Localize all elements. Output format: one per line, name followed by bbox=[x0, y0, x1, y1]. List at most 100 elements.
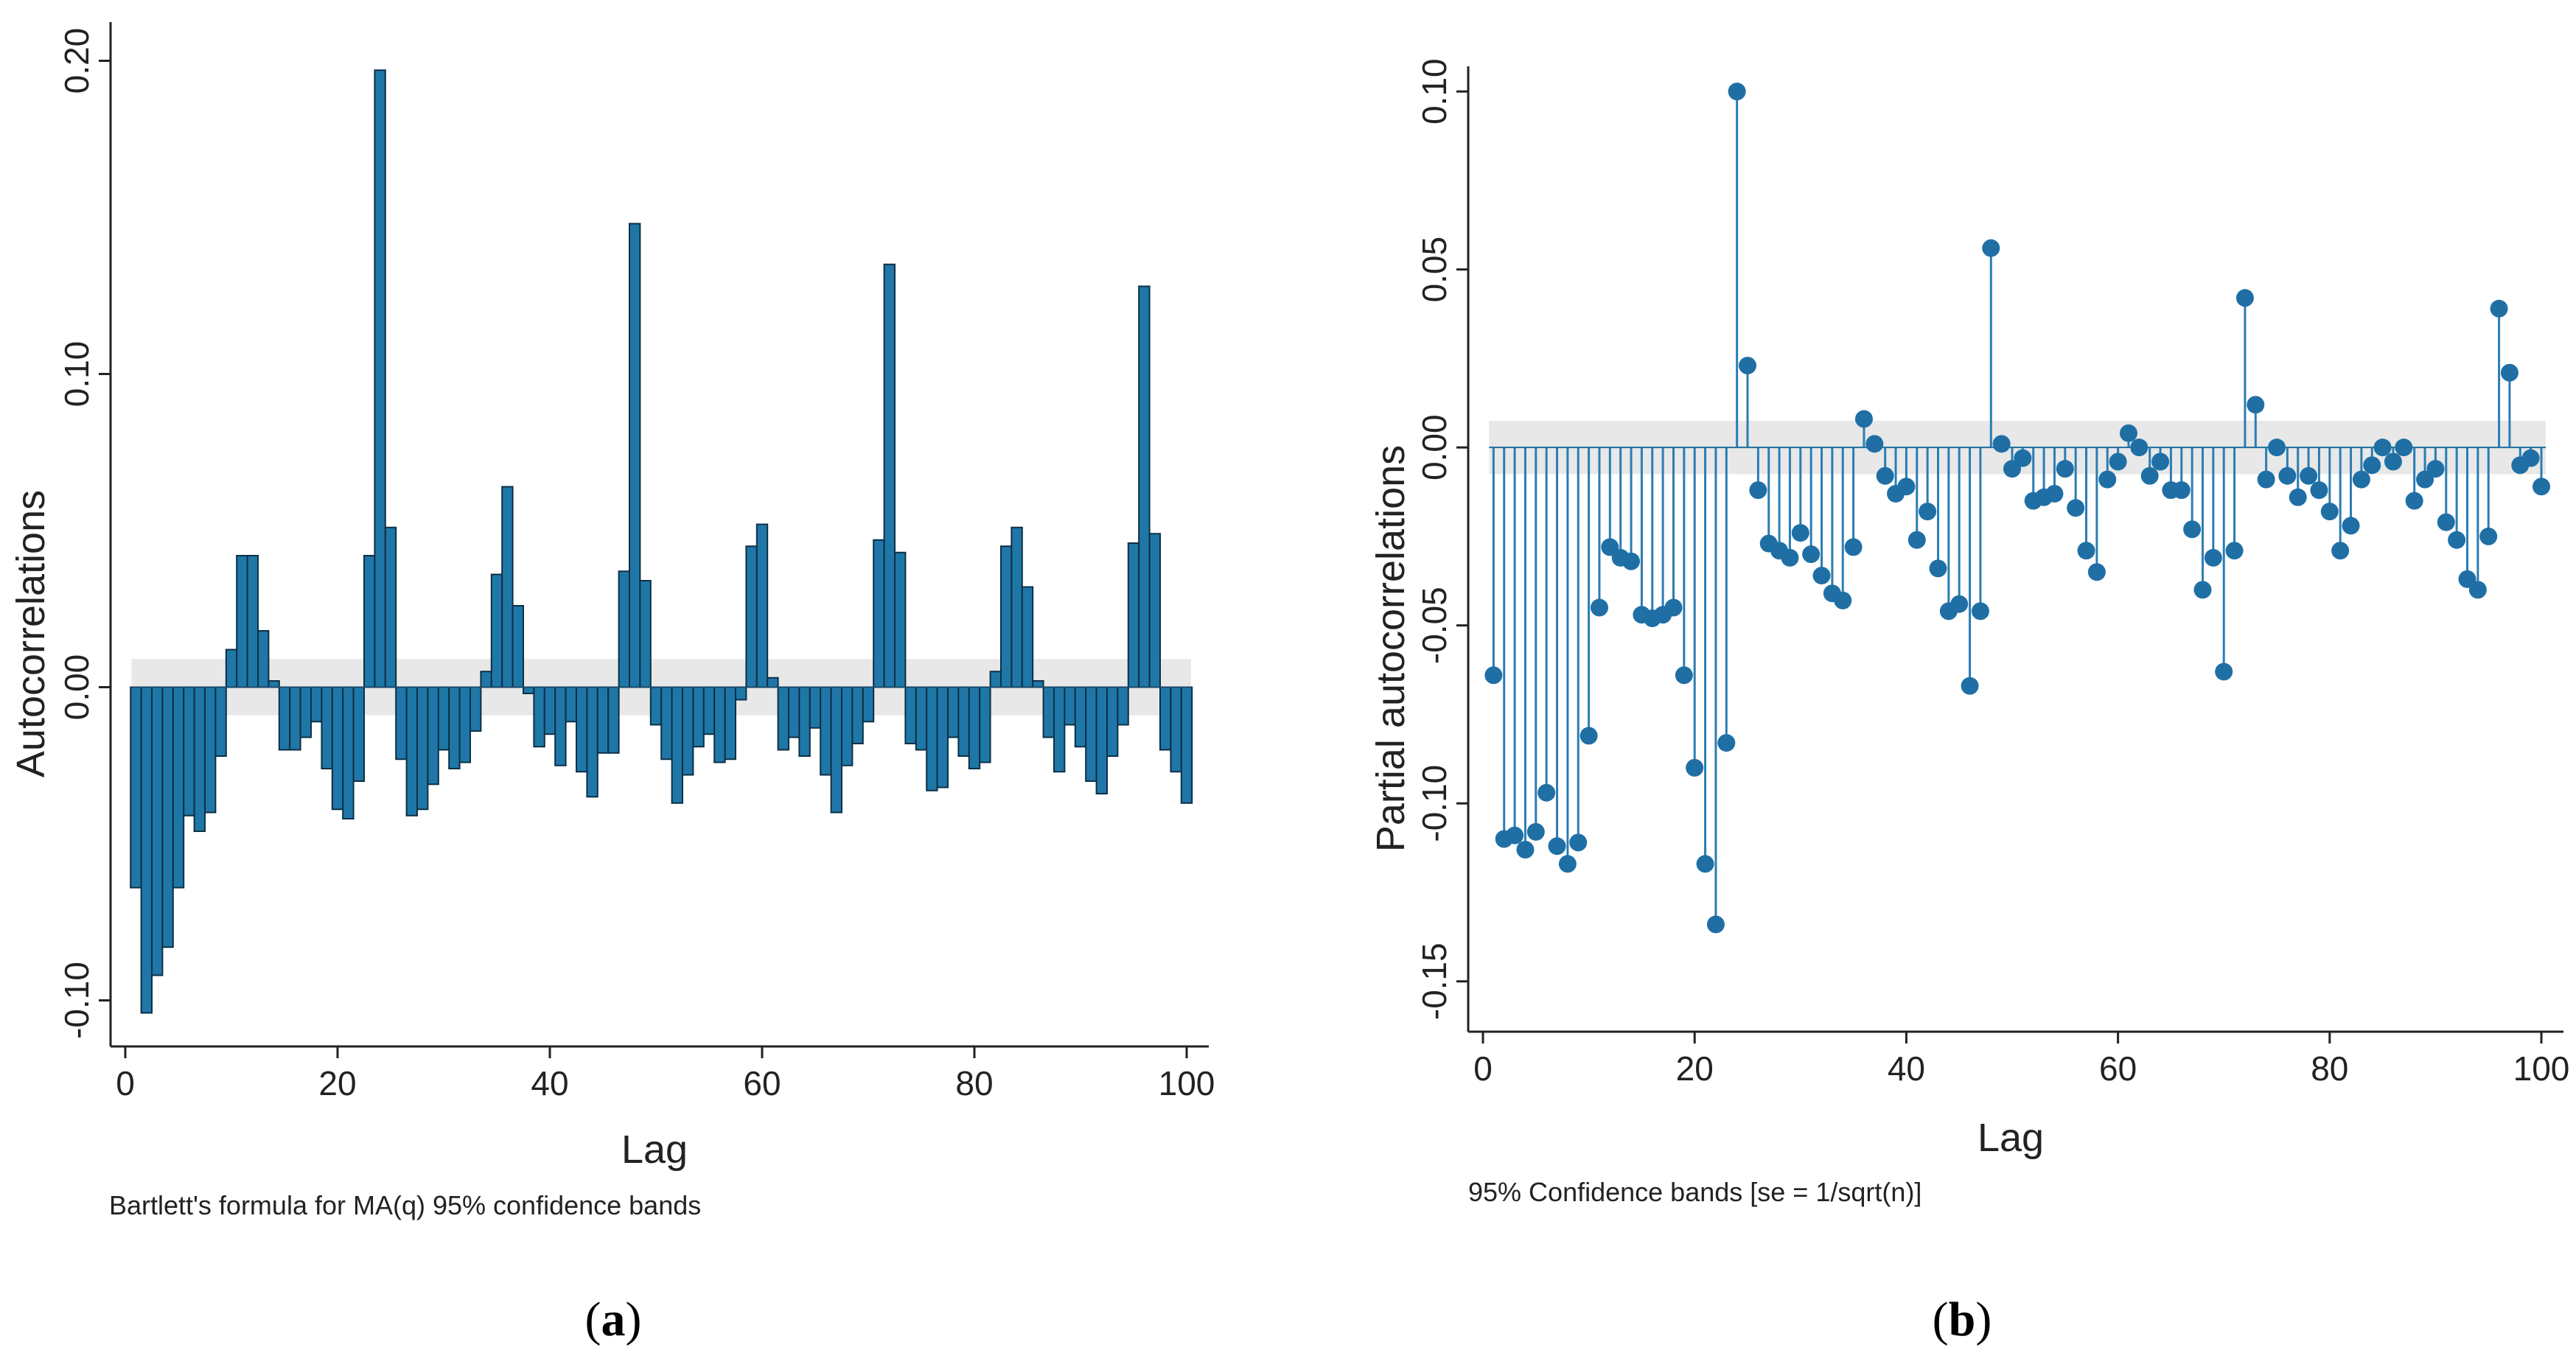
pacf-point bbox=[1580, 727, 1598, 745]
acf-bar bbox=[1095, 686, 1108, 794]
pacf-point bbox=[2235, 289, 2254, 307]
acf-bar bbox=[1106, 686, 1119, 757]
pacf-point bbox=[1706, 915, 1725, 934]
acf-bar bbox=[172, 686, 185, 889]
x-axis-title: Lag bbox=[1978, 1116, 2044, 1160]
y-tick-label: -0.10 bbox=[1415, 765, 1453, 842]
x-tick-label: 40 bbox=[531, 1064, 568, 1102]
x-axis-ticks: 0 20 40 60 80 100 bbox=[116, 1046, 1215, 1102]
acf-bar bbox=[225, 648, 238, 688]
pacf-point bbox=[1696, 855, 1714, 873]
panel-a-autocorrelation-chart: -0.10 0.00 0.10 0.20 0 20 40 60 80 100 Autocorre… bbox=[9, 22, 1215, 1220]
pacf-point bbox=[2183, 520, 2202, 539]
pacf-point bbox=[1950, 595, 1969, 613]
x-tick-label: 60 bbox=[2099, 1049, 2137, 1088]
acf-bar bbox=[1021, 586, 1034, 688]
acf-bar bbox=[268, 680, 280, 688]
acf-bar bbox=[894, 551, 907, 688]
pacf-point bbox=[1854, 410, 1873, 428]
acf-bar bbox=[427, 686, 439, 786]
acf-bar bbox=[798, 686, 811, 757]
pacf-point bbox=[1506, 826, 1524, 845]
y-tick-label: -0.15 bbox=[1415, 943, 1453, 1020]
acf-bar bbox=[1053, 686, 1066, 773]
pacf-point bbox=[2077, 542, 2095, 560]
y-tick-label: -0.10 bbox=[57, 962, 96, 1039]
x-tick-label: 0 bbox=[116, 1064, 135, 1102]
acf-bar bbox=[735, 686, 747, 701]
acf-bar bbox=[458, 686, 471, 763]
pacf-point bbox=[1558, 855, 1577, 873]
acf-bar bbox=[151, 686, 164, 976]
pacf-point bbox=[1749, 481, 1767, 500]
acf-bar bbox=[830, 686, 842, 814]
pacf-point bbox=[2426, 460, 2445, 478]
pacf-point bbox=[2500, 363, 2519, 382]
acf-bar bbox=[586, 686, 598, 798]
x-axis-title: Lag bbox=[621, 1127, 688, 1172]
pacf-point bbox=[1675, 666, 1693, 685]
acf-bar bbox=[947, 686, 960, 738]
acf-bar bbox=[724, 686, 736, 761]
acf-bar bbox=[523, 686, 535, 694]
acf-bar bbox=[1170, 686, 1182, 773]
acf-bar bbox=[1042, 686, 1055, 738]
pacf-point bbox=[1791, 524, 1809, 542]
acf-bar bbox=[618, 570, 630, 688]
pacf-point bbox=[2289, 488, 2307, 506]
pacf-point bbox=[1929, 559, 1947, 578]
acf-bar bbox=[979, 686, 991, 763]
x-axis-ticks: 0 20 40 60 80 100 bbox=[1473, 1032, 2569, 1088]
pacf-point bbox=[1992, 435, 2011, 453]
bar-series bbox=[130, 69, 1193, 1014]
acf-bar bbox=[841, 686, 854, 766]
panel-b-caption: (b) bbox=[1933, 1293, 1992, 1346]
acf-bar bbox=[820, 686, 832, 776]
pacf-point bbox=[2384, 452, 2402, 471]
acf-bar bbox=[193, 686, 206, 832]
pacf-point bbox=[1834, 591, 1852, 609]
pacf-point bbox=[2257, 470, 2275, 489]
acf-bar bbox=[512, 605, 524, 688]
pacf-point bbox=[2320, 503, 2339, 521]
pacf-point bbox=[2448, 531, 2466, 549]
pacf-point bbox=[1590, 598, 1608, 617]
acf-bar bbox=[660, 686, 673, 761]
pacf-point bbox=[2300, 466, 2318, 485]
pacf-point bbox=[2014, 449, 2032, 467]
acf-bar bbox=[713, 686, 726, 763]
acf-bar bbox=[1148, 533, 1161, 688]
pacf-point bbox=[2352, 470, 2370, 489]
pacf-point bbox=[2533, 478, 2550, 496]
acf-bar bbox=[342, 686, 355, 819]
acf-bar bbox=[851, 686, 864, 744]
x-tick-label: 20 bbox=[318, 1064, 356, 1102]
pacf-point bbox=[2310, 481, 2328, 500]
pacf-point bbox=[2225, 542, 2244, 560]
y-tick-label: 0.00 bbox=[57, 654, 96, 721]
acf-bar bbox=[183, 686, 195, 817]
pacf-point bbox=[1971, 602, 1989, 620]
pacf-point bbox=[1961, 676, 1979, 695]
x-tick-label: 20 bbox=[1676, 1049, 1714, 1088]
pacf-point bbox=[1516, 840, 1535, 859]
acf-bar bbox=[352, 686, 366, 782]
y-axis-title: Autocorrelations bbox=[9, 490, 53, 777]
acf-bar bbox=[1180, 686, 1193, 804]
acf-bar bbox=[576, 686, 588, 773]
pacf-point bbox=[1876, 466, 1894, 485]
acf-bar bbox=[671, 686, 683, 804]
acf-bar bbox=[649, 686, 663, 726]
panel-b-partial-autocorrelation-chart: -0.15 -0.10 -0.05 0.00 0.05 0.10 0 20 40 60 80 100… bbox=[1369, 58, 2569, 1207]
y-tick-label: 0.20 bbox=[57, 28, 96, 94]
pacf-point bbox=[1739, 357, 1756, 375]
acf-bar bbox=[1074, 686, 1087, 748]
x-tick-label: 0 bbox=[1473, 1049, 1493, 1088]
acf-bar bbox=[777, 686, 789, 751]
acf-bar bbox=[639, 580, 652, 688]
pacf-point bbox=[2331, 542, 2350, 560]
y-tick-label: 0.05 bbox=[1415, 237, 1453, 303]
pacf-point bbox=[2140, 466, 2159, 485]
acf-bar bbox=[363, 555, 376, 688]
